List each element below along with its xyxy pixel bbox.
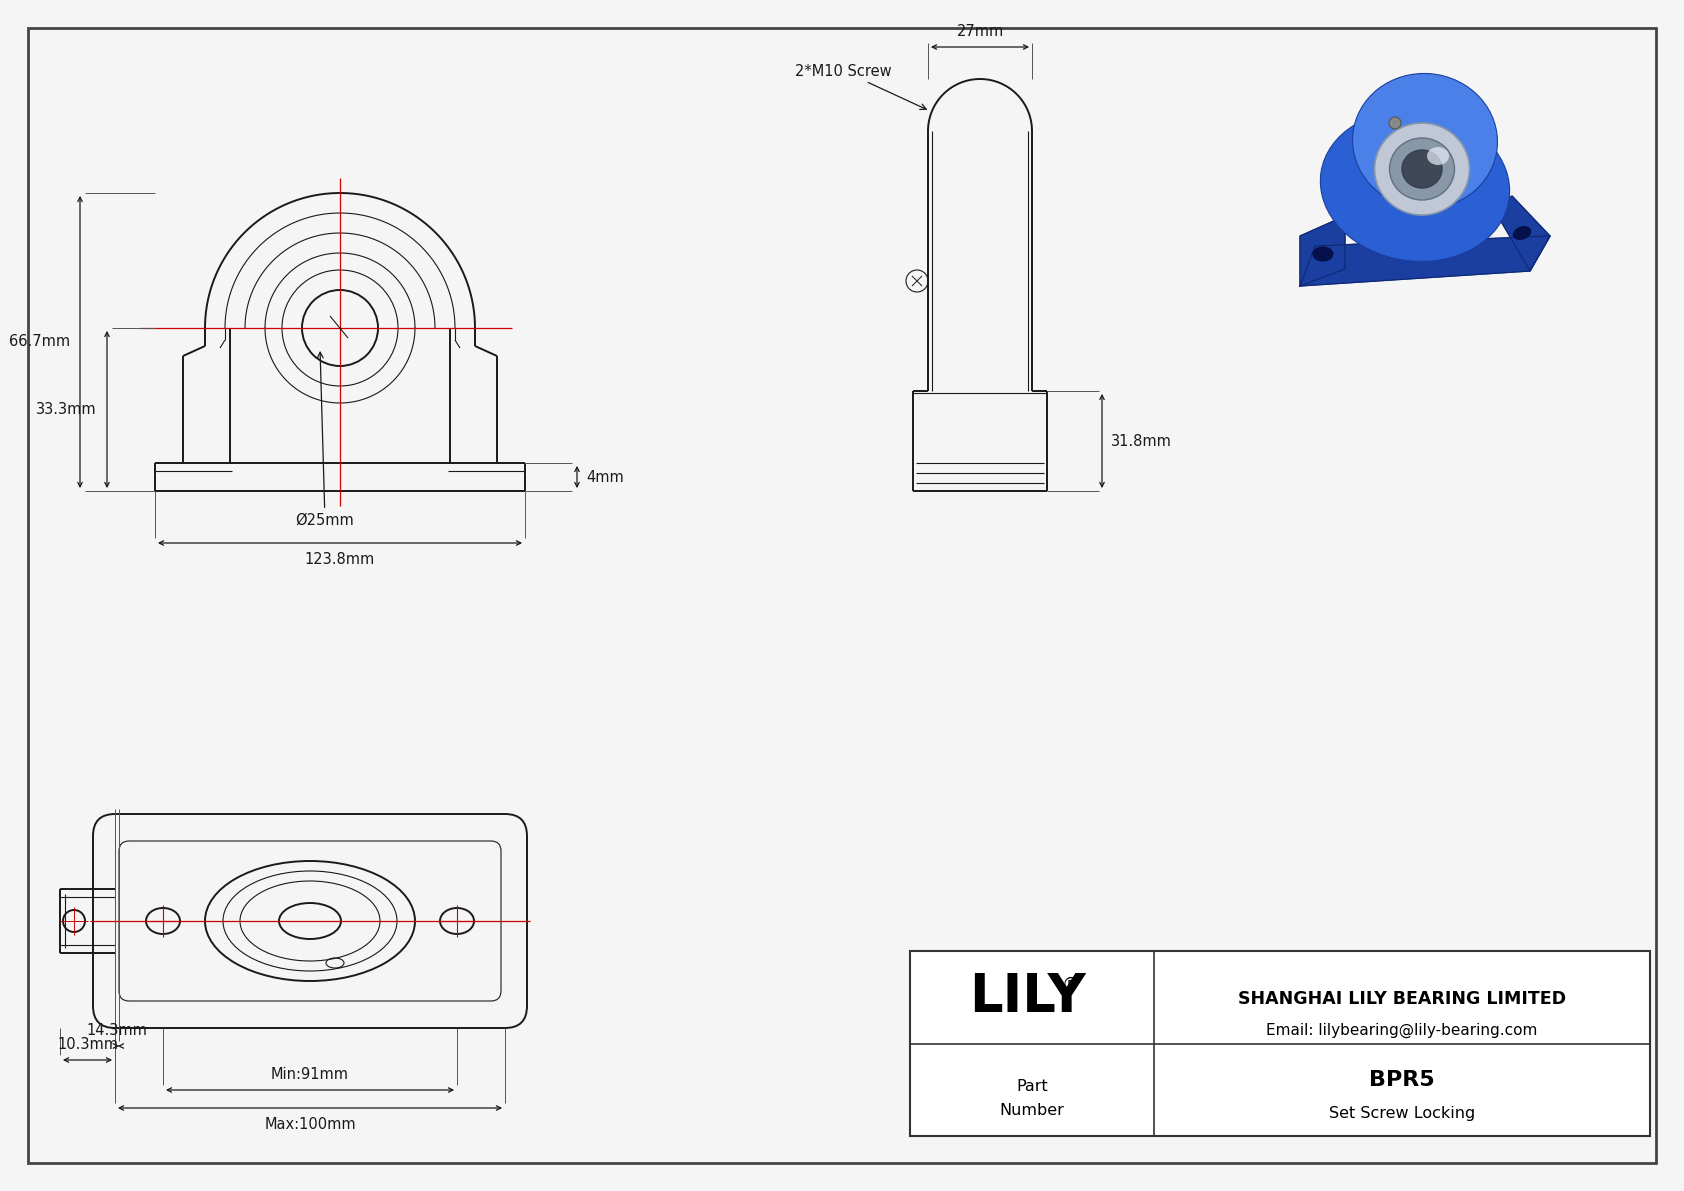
Ellipse shape	[1403, 150, 1442, 188]
Polygon shape	[1300, 216, 1346, 286]
Polygon shape	[1300, 236, 1549, 286]
Text: BPR5: BPR5	[1369, 1071, 1435, 1091]
Text: ®: ®	[1061, 975, 1079, 993]
Ellipse shape	[1426, 146, 1448, 166]
Ellipse shape	[1320, 111, 1509, 262]
Polygon shape	[1495, 197, 1549, 272]
Ellipse shape	[1389, 138, 1455, 200]
Circle shape	[1389, 117, 1401, 129]
Text: Ø25mm: Ø25mm	[296, 353, 354, 528]
Ellipse shape	[1352, 74, 1497, 208]
Text: Max:100mm: Max:100mm	[264, 1117, 355, 1131]
Text: Set Screw Locking: Set Screw Locking	[1329, 1106, 1475, 1121]
Text: 33.3mm: 33.3mm	[37, 403, 98, 417]
Text: 14.3mm: 14.3mm	[86, 1023, 148, 1039]
Text: 31.8mm: 31.8mm	[1111, 434, 1172, 449]
Text: 10.3mm: 10.3mm	[57, 1037, 118, 1052]
Ellipse shape	[1514, 226, 1531, 239]
Text: 66.7mm: 66.7mm	[8, 335, 71, 349]
Text: 4mm: 4mm	[586, 469, 623, 485]
Text: 2*M10 Screw: 2*M10 Screw	[795, 63, 926, 110]
Text: Number: Number	[1000, 1103, 1064, 1117]
Text: 123.8mm: 123.8mm	[305, 551, 376, 567]
Ellipse shape	[1314, 247, 1334, 261]
Text: Min:91mm: Min:91mm	[271, 1067, 349, 1081]
Text: Email: lilybearing@lily-bearing.com: Email: lilybearing@lily-bearing.com	[1266, 1023, 1537, 1039]
Bar	[909, 950, 1650, 1136]
Text: 27mm: 27mm	[957, 24, 1004, 39]
Text: Part: Part	[1015, 1079, 1047, 1093]
Text: SHANGHAI LILY BEARING LIMITED: SHANGHAI LILY BEARING LIMITED	[1238, 990, 1566, 1008]
Ellipse shape	[1374, 123, 1470, 216]
Text: LILY: LILY	[968, 971, 1086, 1023]
